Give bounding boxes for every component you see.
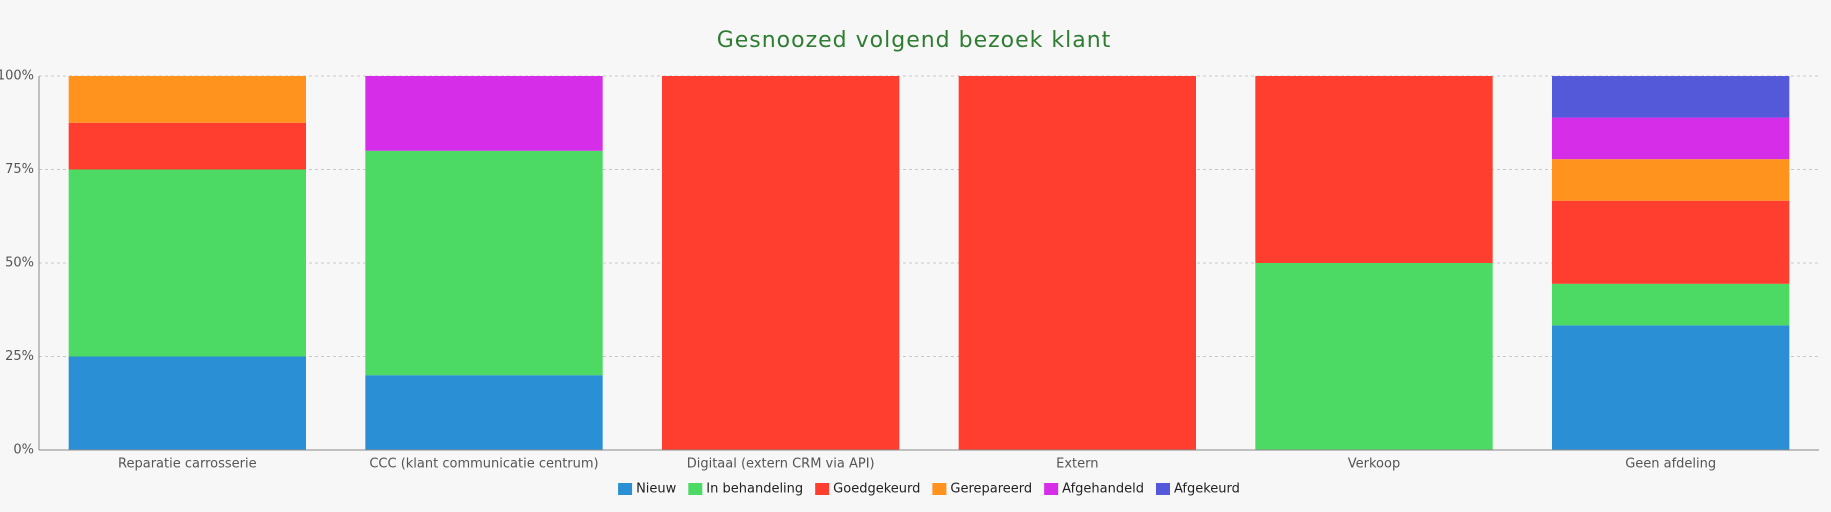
x-tick-label: Reparatie carrosserie (118, 457, 257, 472)
legend-swatch (618, 483, 633, 495)
bar-segment (1255, 263, 1493, 450)
x-tick-label: Geen afdeling (1625, 457, 1716, 472)
legend-swatch (688, 483, 703, 495)
bar-segment (365, 150, 603, 376)
legend-label: Goedgekeurd (833, 482, 920, 497)
legend-swatch (1155, 483, 1170, 495)
x-tick-label: Digitaal (extern CRM via API) (687, 457, 875, 472)
bar-segment (1552, 159, 1790, 201)
bar-segment (1552, 117, 1790, 160)
bar-segment (662, 76, 900, 450)
bar-segment (68, 356, 307, 450)
legend-label: In behandeling (706, 482, 803, 497)
x-tick-label: Extern (1056, 457, 1098, 472)
legend-swatch (932, 483, 947, 495)
x-tick-label: CCC (klant communicatie centrum) (369, 457, 598, 472)
bar-segment (365, 375, 603, 450)
bar-segment (1552, 200, 1790, 284)
bar-segment (958, 76, 1196, 450)
bar-segment (1255, 76, 1493, 263)
y-tick-label: 100% (0, 69, 34, 84)
legend-label: Afgekeurd (1174, 482, 1240, 497)
x-tick-label: Verkoop (1348, 457, 1400, 472)
bar-segment (365, 76, 603, 151)
chart-title: Gesnoozed volgend bezoek klant (717, 28, 1112, 53)
bar-segment (1552, 76, 1790, 118)
y-tick-label: 0% (13, 443, 34, 458)
bar-segment (68, 122, 307, 170)
bar-segment (68, 169, 307, 357)
legend-swatch (815, 483, 830, 495)
legend-label: Gerepareerd (950, 482, 1032, 497)
bar-segment (1552, 283, 1790, 326)
y-tick-label: 75% (5, 162, 34, 177)
y-tick-label: 50% (5, 256, 34, 271)
y-tick-label: 25% (5, 349, 34, 364)
legend-label: Nieuw (636, 482, 677, 497)
legend: Nieuw In behandeling Goedgekeurd Gerepareer… (618, 482, 1240, 497)
legend-label: Afgehandeld (1062, 482, 1144, 497)
legend-swatch (1044, 483, 1059, 495)
bar-segment (68, 76, 307, 123)
bar-segment (1552, 325, 1790, 450)
